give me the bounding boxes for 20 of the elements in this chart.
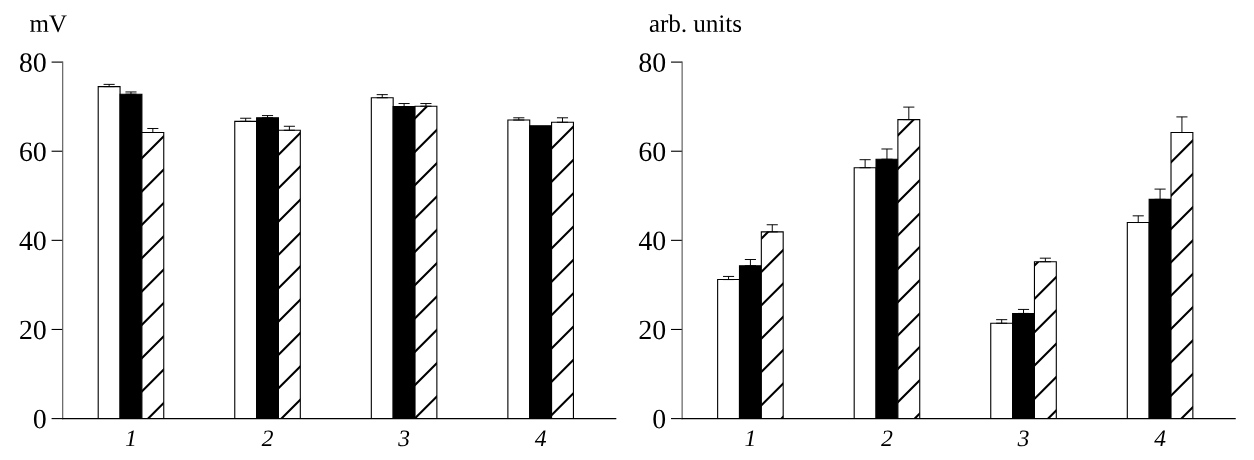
y-tick-label: 0: [653, 409, 666, 429]
x-tick-label: 4: [534, 430, 547, 447]
x-tick-label: 3: [398, 430, 410, 447]
x-tick-label: 2: [881, 430, 893, 447]
y-tick-label: 0: [33, 409, 46, 429]
x-tick-label: 1: [125, 430, 135, 447]
x-tick-label: 2: [261, 430, 273, 447]
y-tick-label: 40: [638, 231, 666, 251]
y-tick-label: 40: [19, 231, 46, 251]
x-tick-label: 1: [745, 430, 754, 447]
y-tick-label: 80: [639, 53, 666, 73]
y-tick-label: 20: [639, 320, 666, 340]
y-axis-title: mV: [30, 15, 67, 33]
x-tick-label: 3: [1017, 430, 1029, 447]
x-tick-label: 4: [1154, 430, 1166, 447]
y-tick-label: 60: [639, 142, 666, 162]
y-tick-label: 80: [20, 53, 46, 73]
y-tick-label: 20: [20, 320, 46, 340]
y-axis-title: arb. units: [649, 14, 742, 33]
y-tick-label: 60: [20, 142, 46, 162]
